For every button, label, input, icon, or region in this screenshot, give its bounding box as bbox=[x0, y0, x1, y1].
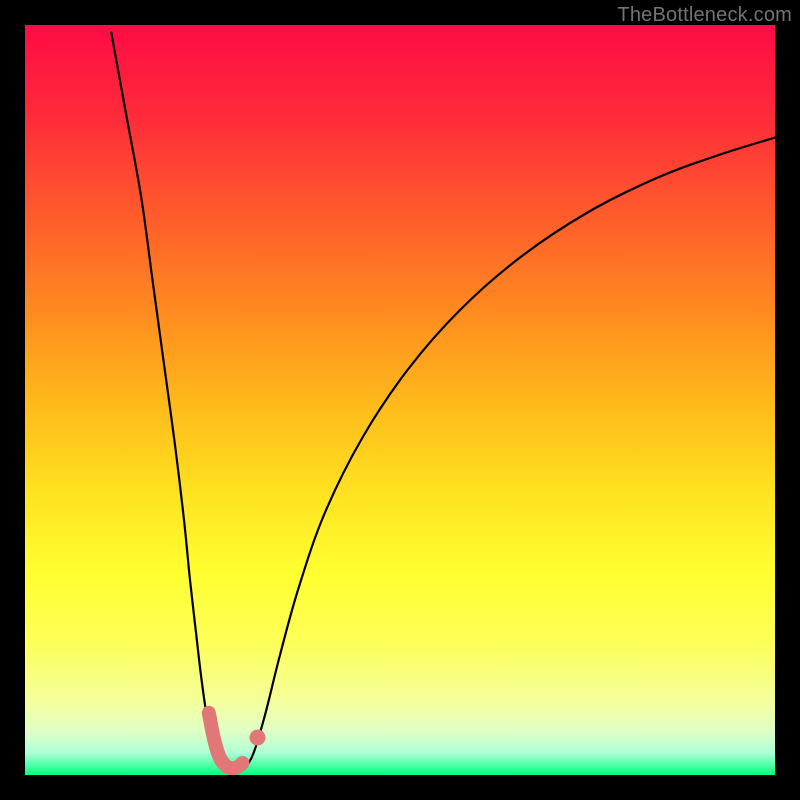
watermark-text: TheBottleneck.com bbox=[617, 4, 792, 27]
chart-stage: TheBottleneck.com bbox=[0, 0, 800, 800]
sweet-spot-marker bbox=[0, 0, 800, 800]
